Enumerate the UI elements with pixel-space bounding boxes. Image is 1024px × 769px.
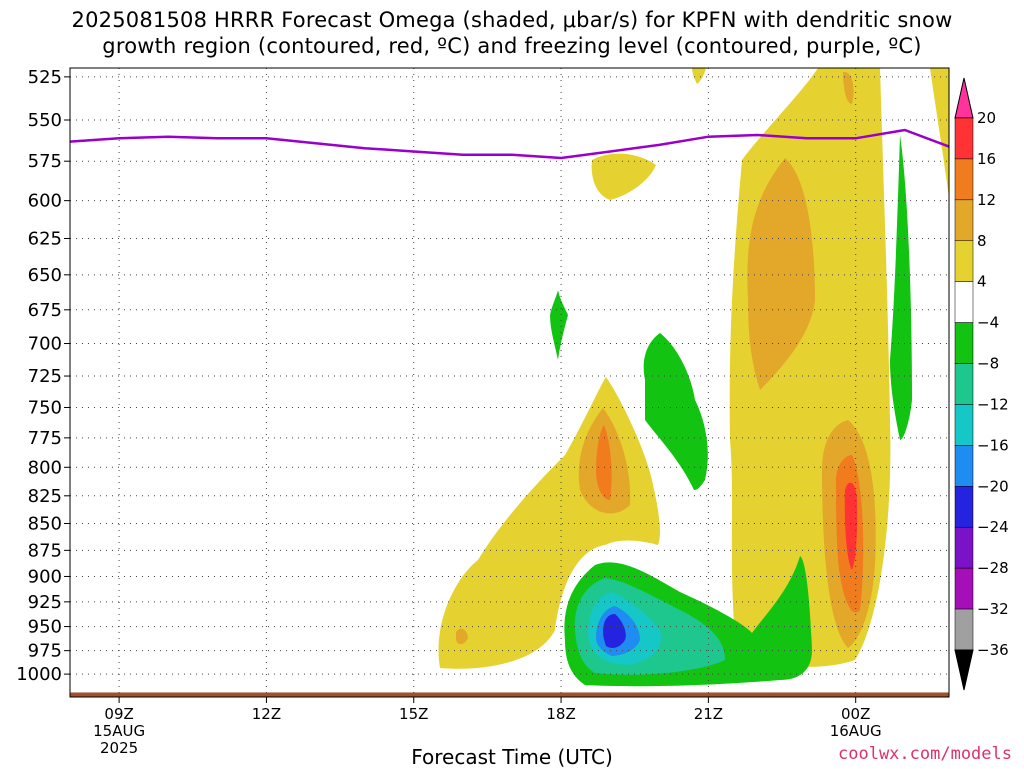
colorbar-cell bbox=[954, 567, 974, 610]
y-tick-label: 750 bbox=[28, 397, 62, 418]
x-tick-label: 18Z bbox=[546, 705, 575, 723]
colorbar: 20 16 12 8 4 −4 −8 −12 −16 −20 −24 −28 −32 −36 bbox=[954, 77, 1009, 691]
colorbar-cell bbox=[954, 608, 974, 651]
y-tick-label: 725 bbox=[28, 366, 62, 387]
colorbar-label: −8 bbox=[977, 355, 999, 373]
x-tick-label: 15Z bbox=[399, 705, 428, 723]
series-layer bbox=[69, 128, 950, 160]
omega-darkorange-mid bbox=[596, 425, 612, 500]
plot-frame bbox=[69, 67, 950, 698]
y-tick-label: 575 bbox=[28, 151, 62, 172]
y-tick-label: 875 bbox=[28, 540, 62, 561]
grid-lines bbox=[70, 68, 949, 697]
colorbar-cell bbox=[954, 322, 974, 364]
y-tick-label: 925 bbox=[28, 592, 62, 613]
x-tick-date-label: 15AUG bbox=[93, 722, 145, 740]
omega-orange-dot bbox=[456, 628, 468, 645]
y-tick-label: 1000 bbox=[16, 664, 62, 685]
colorbar-cell bbox=[954, 445, 974, 487]
y-tick-label: 800 bbox=[28, 457, 62, 478]
colorbar-cell bbox=[954, 281, 974, 323]
y-tick-label: 700 bbox=[28, 334, 62, 355]
y-tick-label: 650 bbox=[28, 265, 62, 286]
colorbar-label: −16 bbox=[977, 436, 1009, 454]
y-tick-label: 675 bbox=[28, 300, 62, 321]
x-tick-label: 21Z bbox=[694, 705, 723, 723]
x-tick-label: 12Z bbox=[252, 705, 281, 723]
omega-green-upper bbox=[643, 333, 708, 490]
ground-strip bbox=[70, 692, 949, 697]
colorbar-label: −28 bbox=[977, 559, 1009, 577]
y-tick-label: 625 bbox=[28, 228, 62, 249]
omega-blue-min bbox=[603, 614, 626, 648]
colorbar-label: 8 bbox=[977, 232, 987, 250]
y-tick-label: 950 bbox=[28, 617, 62, 638]
axes: 525 550 575 600 625 650 675 700 725 750 775 800 825 8… bbox=[16, 67, 950, 757]
colorbar-cell bbox=[954, 404, 974, 446]
y-tick-label: 900 bbox=[28, 566, 62, 587]
x-tick-label: 00Z bbox=[841, 705, 870, 723]
colorbar-bottom-arrow bbox=[954, 649, 974, 691]
colorbar-cell bbox=[954, 486, 974, 528]
colorbar-label: −32 bbox=[977, 600, 1009, 618]
omega-orange-upper bbox=[747, 158, 815, 390]
colorbar-cell bbox=[954, 240, 974, 282]
omega-shading bbox=[70, 68, 949, 697]
colorbar-label: 20 bbox=[977, 109, 996, 127]
omega-yellow-top bbox=[692, 68, 706, 84]
colorbar-cell bbox=[954, 199, 974, 242]
omega-yellow-small bbox=[591, 153, 656, 200]
y-tick-label: 550 bbox=[28, 110, 62, 131]
colorbar-label: 16 bbox=[977, 150, 996, 168]
colorbar-label: −24 bbox=[977, 518, 1009, 536]
omega-yellow-right-edge bbox=[930, 68, 949, 198]
chart-title-line1: 2025081508 HRRR Forecast Omega (shaded, … bbox=[71, 8, 953, 32]
colorbar-label: −36 bbox=[977, 641, 1009, 659]
omega-green-small bbox=[550, 290, 568, 360]
colorbar-label: −12 bbox=[977, 395, 1009, 413]
colorbar-label: −20 bbox=[977, 477, 1009, 495]
omega-green-right bbox=[890, 135, 912, 440]
y-tick-label: 600 bbox=[28, 191, 62, 212]
y-tick-label: 975 bbox=[28, 641, 62, 662]
chart-title-line2: growth region (contoured, red, ºC) and f… bbox=[102, 34, 922, 58]
x-tick-date-label: 16AUG bbox=[830, 722, 882, 740]
credit-link[interactable]: coolwx.com/models bbox=[838, 744, 1012, 764]
series-freezing-level bbox=[69, 128, 950, 160]
x-tick-label: 09Z bbox=[104, 705, 133, 723]
y-tick-label: 775 bbox=[28, 428, 62, 449]
omega-orange-small bbox=[843, 71, 854, 104]
colorbar-cell bbox=[954, 363, 974, 405]
colorbar-label: −4 bbox=[977, 314, 999, 332]
colorbar-cell bbox=[954, 117, 974, 160]
colorbar-cell bbox=[954, 526, 974, 569]
colorbar-top-arrow bbox=[954, 77, 974, 119]
y-tick-label: 525 bbox=[28, 67, 62, 88]
colorbar-label: 12 bbox=[977, 191, 996, 209]
colorbar-cell bbox=[954, 158, 974, 201]
omega-red-max bbox=[844, 482, 858, 570]
x-axis-label: Forecast Time (UTC) bbox=[411, 745, 613, 769]
y-tick-label: 850 bbox=[28, 513, 62, 534]
colorbar-label: 4 bbox=[977, 273, 987, 291]
y-tick-label: 825 bbox=[28, 486, 62, 507]
x-tick-year-label: 2025 bbox=[100, 739, 138, 757]
